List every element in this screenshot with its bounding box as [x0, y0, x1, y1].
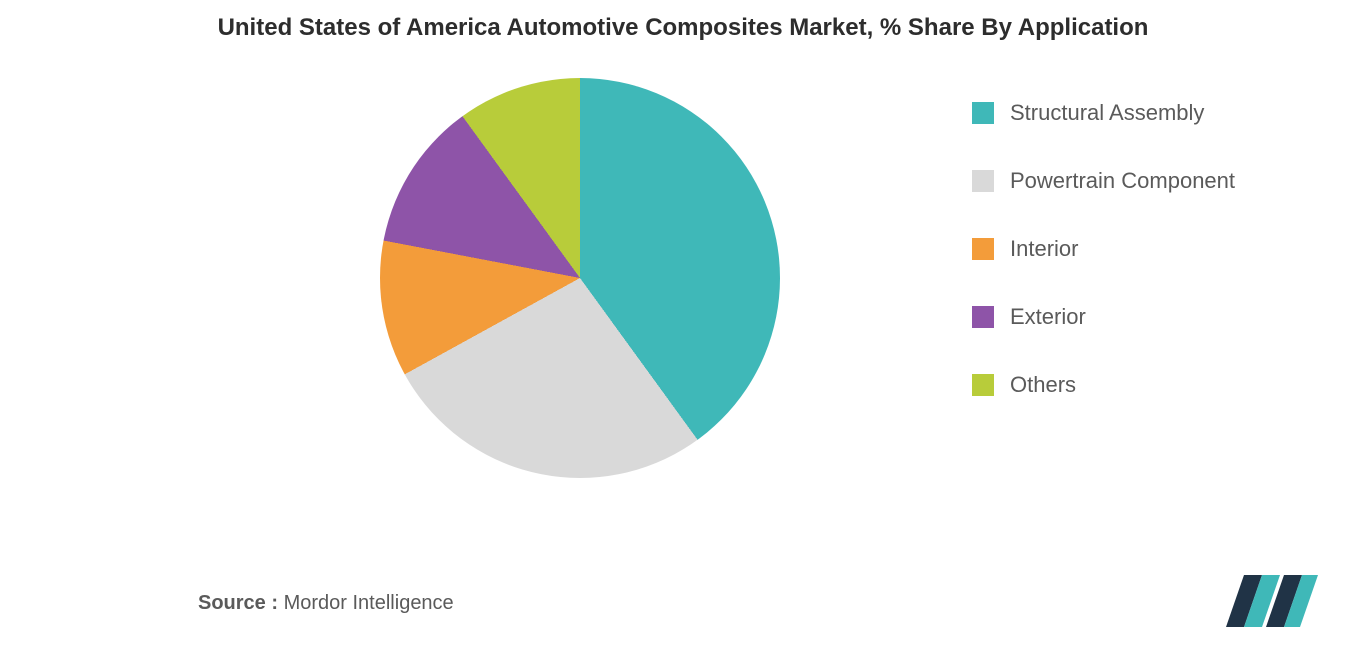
legend-item: Structural Assembly [972, 100, 1235, 126]
legend-item: Others [972, 372, 1235, 398]
legend: Structural Assembly Powertrain Component I… [972, 100, 1235, 398]
legend-label: Powertrain Component [1010, 168, 1235, 194]
pie-chart [380, 78, 780, 478]
source-line: Source : Mordor Intelligence [198, 592, 454, 615]
legend-label: Exterior [1010, 304, 1086, 330]
chart-title: United States of America Automotive Comp… [0, 14, 1366, 42]
legend-label: Others [1010, 372, 1076, 398]
legend-swatch [972, 374, 994, 396]
legend-label: Interior [1010, 236, 1078, 262]
source-label: Source : [198, 592, 278, 614]
legend-swatch [972, 238, 994, 260]
mordor-logo-svg [1226, 575, 1318, 627]
legend-item: Interior [972, 236, 1235, 262]
legend-swatch [972, 102, 994, 124]
pie-graphic [380, 78, 780, 478]
legend-label: Structural Assembly [1010, 100, 1204, 126]
legend-swatch [972, 170, 994, 192]
legend-item: Powertrain Component [972, 168, 1235, 194]
legend-swatch [972, 306, 994, 328]
mordor-logo-icon [1226, 575, 1318, 627]
source-text: Mordor Intelligence [284, 592, 454, 614]
legend-item: Exterior [972, 304, 1235, 330]
